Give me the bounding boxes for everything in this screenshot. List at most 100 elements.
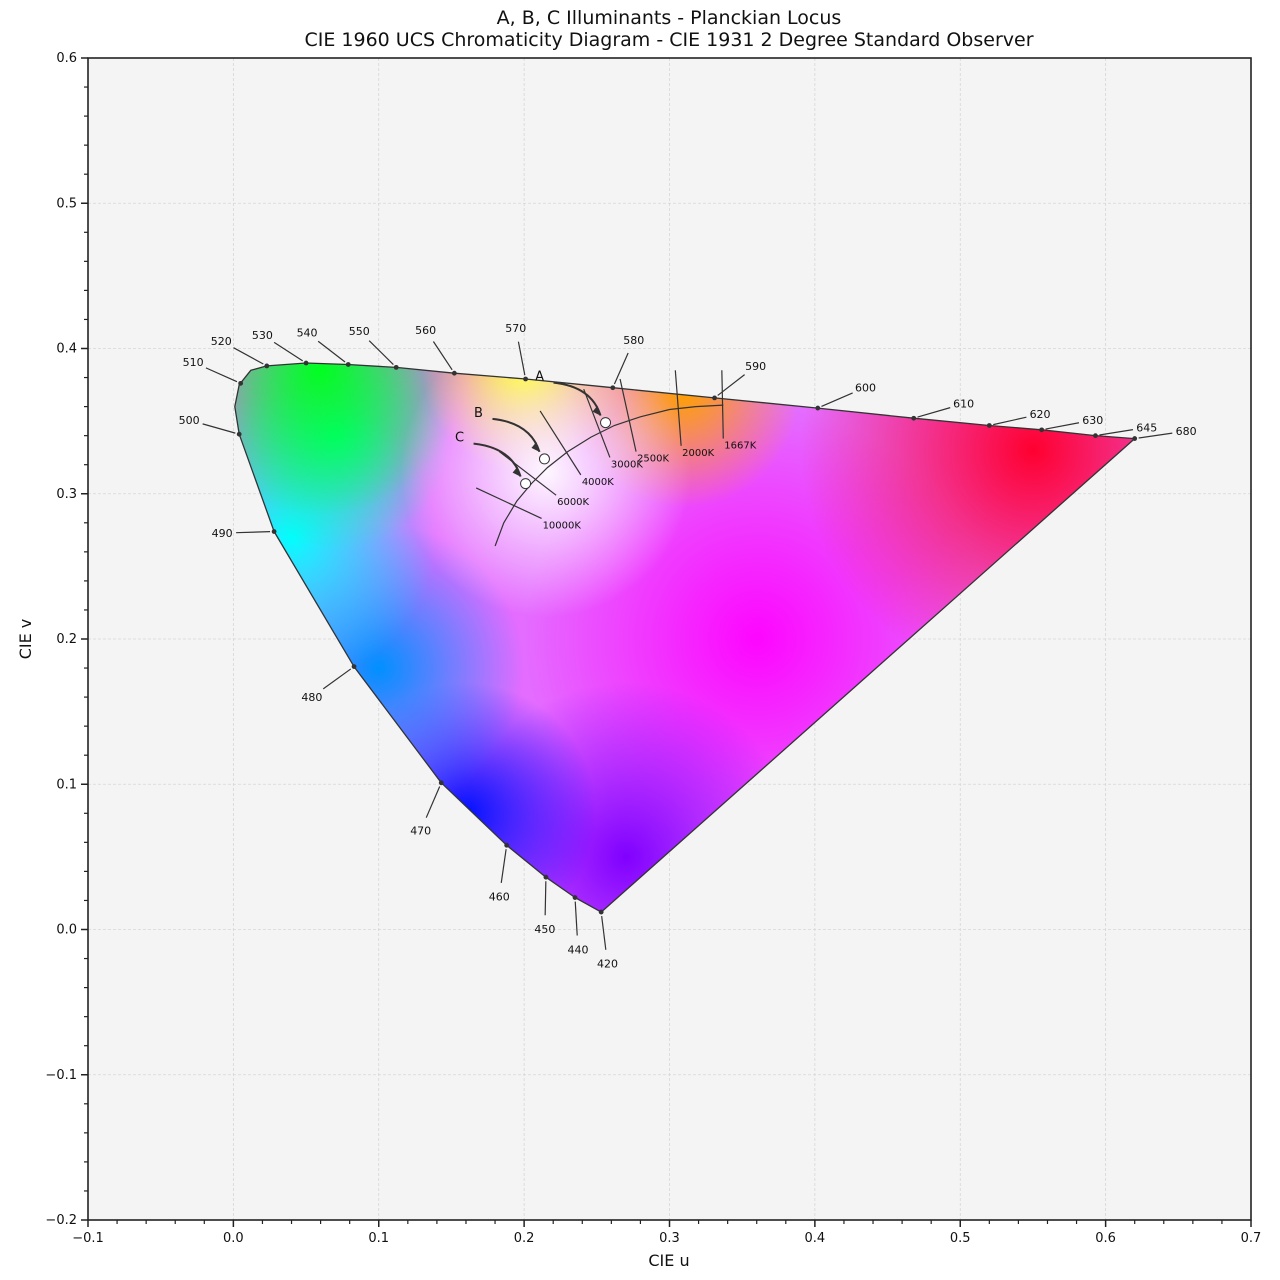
wavelength-leader [993,416,1027,426]
wavelength-leader [613,352,629,385]
x-tick-label: 0.3 [659,1231,680,1246]
isotemperature-line [674,370,682,446]
wavelength-label: 550 [349,325,370,338]
wavelength-label: 600 [855,381,876,394]
y-tick-label: 0.6 [56,51,77,66]
x-tick-label: 0.4 [805,1231,826,1246]
wavelength-leader [500,849,507,883]
illuminant-arrowhead [531,441,540,452]
isotemperature-label: 2000K [682,448,714,459]
wavelength-dot [236,431,242,437]
wavelength-dot [1132,436,1138,441]
wavelength-marker: 580 [610,334,644,391]
wavelength-label: 630 [1082,414,1103,427]
axis-ticks: −0.1 0.0 0.1 0.2 0.3 0.4 0.5 0.6 0.7 −0.2 −0.1 0.0 0… [45,51,1261,1246]
wavelength-leader [273,341,304,362]
illuminant-arrowhead [592,405,601,416]
chart-title-line-1: A, B, C Illuminants - Planckian Locus [497,7,842,29]
wavelength-leader [322,668,352,690]
illuminant-label: C [455,431,464,446]
y-axis-label: CIE v [16,619,35,660]
wavelength-marker: 560 [415,324,457,376]
wavelength-label: 560 [415,324,436,337]
wavelength-dot [815,405,821,411]
wavelength-label: 620 [1030,408,1051,421]
wavelength-dot [598,909,604,915]
x-tick-label: 0.1 [368,1231,389,1246]
wavelength-label: 530 [252,329,273,342]
wavelength-label: 500 [179,414,200,427]
y-tick-label: 0.3 [56,487,77,502]
wavelength-marker: 520 [211,335,270,369]
wavelength-label: 460 [489,891,510,904]
wavelength-label: 490 [212,527,233,540]
wavelength-dot [393,364,399,370]
wavelength-marker: 610 [911,398,974,421]
wavelength-leader [1045,422,1080,430]
fill-blob [800,363,1135,683]
wavelength-marker: 460 [489,842,510,904]
wavelength-leader [517,341,526,376]
x-axis-label: CIE u [648,1251,689,1270]
wavelength-dot [572,895,578,900]
spectral-locus: 420 440 450 460 470 480 490 500 510 520 530 540 550 5… [179,322,1197,971]
wavelength-label: 680 [1176,425,1197,438]
isotemperature-line [619,378,637,452]
wavelength-marker: 490 [212,527,277,540]
wavelength-leader [425,786,441,818]
illuminant-label: A [535,370,544,385]
wavelength-marker: 680 [1132,425,1197,441]
y-tick-label: 0.4 [56,342,77,357]
wavelength-label: 540 [297,327,318,340]
wavelength-marker: 450 [534,874,555,936]
isotemperature-label: 6000K [557,497,589,508]
wavelength-label: 440 [568,943,589,956]
wavelength-dot [303,360,309,366]
wavelength-leader [368,340,394,365]
wavelength-marker: 470 [410,780,444,838]
wavelength-leader [432,341,453,371]
wavelength-leader [205,367,238,383]
wavelength-leader [601,915,607,950]
y-tick-label: −0.1 [45,1068,77,1083]
wavelength-dot [345,362,351,367]
wavelength-dot [351,664,357,669]
y-tick-label: 0.0 [56,923,77,938]
wavelength-marker: 510 [183,356,244,386]
wavelength-dot [271,529,277,534]
illuminant-b: B [474,406,550,465]
wavelength-dot [264,363,270,369]
wavelength-label: 570 [505,322,526,335]
x-tick-label: 0.5 [950,1231,971,1246]
isotemperature-label: 3000K [611,459,643,470]
wavelength-leader [821,392,853,408]
wavelength-marker: 480 [301,664,357,704]
wavelength-marker: 420 [597,909,618,971]
wavelength-label: 470 [410,825,431,838]
wavelength-marker: 630 [1039,414,1103,433]
isotemperature-label: 1667K [724,441,756,452]
wavelength-dot [1039,427,1045,433]
planckian-locus [494,404,724,547]
wavelength-dot [610,385,616,391]
wavelength-leader [236,531,271,534]
wavelength-leader [317,340,346,363]
wavelength-label: 580 [623,334,644,347]
isotemperature-label: 2500K [637,454,669,465]
wavelength-dot [986,423,992,428]
wavelength-leader [917,407,951,418]
wavelength-dot [438,780,444,786]
chart-title-line-2: CIE 1960 UCS Chromaticity Diagram - CIE … [304,29,1033,51]
isotemperature-line [539,410,582,476]
wavelength-marker: 570 [505,322,528,382]
illuminant-marker [520,478,532,490]
illuminant-label: B [474,406,483,421]
isotemperature-line [475,487,542,519]
wavelength-label: 610 [953,398,974,411]
wavelength-label: 510 [183,356,204,369]
x-tick-label: 0.6 [1095,1231,1116,1246]
wavelength-leader [544,881,547,916]
isotemperature-label: 4000K [582,477,614,488]
